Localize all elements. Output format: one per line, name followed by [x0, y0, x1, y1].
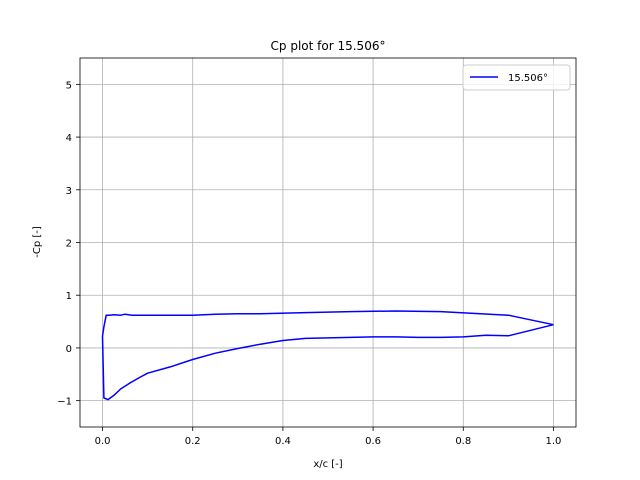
x-tick-label: 0.2: [185, 436, 201, 447]
x-tick-label: 0.8: [455, 436, 471, 447]
y-tick-label: 5: [66, 80, 72, 91]
ticks: 0.0 0.2 0.4 0.6 0.8 1.0 −1 0 1 2 3 4 5: [57, 80, 561, 447]
grid: [80, 58, 576, 427]
y-tick-label: 2: [66, 239, 72, 250]
x-axis-title: x/c [-]: [313, 459, 342, 470]
y-axis-title: -Cp [-]: [32, 226, 43, 258]
x-tick-label: 0.4: [275, 436, 291, 447]
x-tick-label: 0.6: [365, 436, 381, 447]
x-tick-label: 0.0: [95, 436, 111, 447]
series-line-cp: [101, 310, 554, 401]
legend-box: [462, 64, 571, 91]
y-tick-label: 4: [66, 133, 72, 144]
chart-title: Cp plot for 15.506°: [271, 39, 386, 53]
series-layer: [101, 310, 554, 401]
y-tick-label: 0: [66, 344, 72, 355]
y-tick-label: −1: [57, 397, 72, 408]
legend: 15.506°: [462, 64, 571, 91]
x-tick-label: 1.0: [546, 436, 562, 447]
y-tick-label: 1: [66, 291, 72, 302]
legend-label: 15.506°: [508, 73, 548, 84]
y-tick-label: 3: [66, 186, 72, 197]
